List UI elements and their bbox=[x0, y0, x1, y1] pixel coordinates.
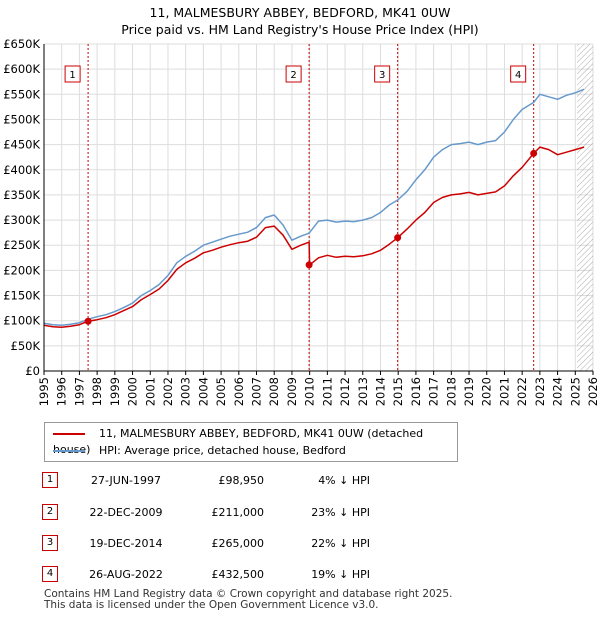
y-tick-label: £600K bbox=[3, 62, 40, 76]
x-tick-label: 2014 bbox=[373, 377, 387, 406]
y-tick-label: £150K bbox=[3, 289, 40, 303]
y-tick-label: £200K bbox=[3, 263, 40, 277]
legend: 11, MALMESBURY ABBEY, BEDFORD, MK41 0UW … bbox=[44, 422, 458, 462]
x-tick-label: 2025 bbox=[568, 377, 582, 406]
price-chart: £0 £50K £100K £150K £200K £250K £300K £350K £400… bbox=[3, 37, 600, 406]
x-tick-label: 2000 bbox=[126, 377, 140, 406]
footer-copyright: Contains HM Land Registry data © Crown c… bbox=[44, 588, 453, 600]
sale-price: £211,000 bbox=[211, 506, 265, 519]
sale-row: 3 19-DEC-2014 £265,000 22% ↓ HPI bbox=[42, 533, 442, 553]
sale-date: 26-AUG-2022 bbox=[89, 568, 163, 581]
y-tick-label: £500K bbox=[3, 112, 40, 126]
y-tick-label: £250K bbox=[3, 238, 40, 252]
x-tick-label: 2018 bbox=[444, 377, 458, 406]
sale-point bbox=[530, 149, 538, 157]
x-tick-label: 2013 bbox=[356, 377, 370, 406]
x-tick-label: 2006 bbox=[232, 377, 246, 406]
x-tick-label: 2003 bbox=[179, 377, 193, 406]
sale-number-badge: 3 bbox=[42, 535, 58, 551]
x-tick-label: 1998 bbox=[90, 377, 104, 406]
x-tick-label: 2008 bbox=[267, 377, 281, 406]
x-tick-label: 2015 bbox=[391, 377, 405, 406]
x-tick-label: 2024 bbox=[551, 377, 565, 406]
legend-swatch-hpi bbox=[53, 450, 85, 452]
sale-row: 1 27-JUN-1997 £98,950 4% ↓ HPI bbox=[42, 470, 442, 490]
legend-label-hpi: HPI: Average price, detached house, Bedf… bbox=[99, 444, 346, 457]
x-tick-label: 2007 bbox=[250, 377, 264, 406]
sale-number-badge: 4 bbox=[42, 566, 58, 582]
sale-number-box bbox=[374, 65, 391, 83]
x-tick-label: 2022 bbox=[515, 377, 529, 406]
x-tick-label: 2023 bbox=[533, 377, 547, 406]
x-tick-label: 2010 bbox=[303, 377, 317, 406]
x-tick-label: 1999 bbox=[108, 377, 122, 406]
x-tick-label: 2021 bbox=[497, 377, 511, 406]
sale-hpi-diff: 23% ↓ HPI bbox=[311, 506, 370, 519]
x-tick-label: 2002 bbox=[161, 377, 175, 406]
x-tick-label: 2009 bbox=[285, 377, 299, 406]
x-tick-label: 2016 bbox=[409, 377, 423, 406]
sale-hpi-diff: 22% ↓ HPI bbox=[311, 537, 370, 550]
sale-number-label: 4 bbox=[515, 70, 521, 81]
projected-region bbox=[577, 44, 593, 371]
sale-price: £265,000 bbox=[211, 537, 265, 550]
sale-date: 22-DEC-2009 bbox=[89, 506, 163, 519]
x-tick-label: 2020 bbox=[480, 377, 494, 406]
legend-item-hpi: HPI: Average price, detached house, Bedf… bbox=[53, 443, 346, 459]
plot-area bbox=[44, 44, 593, 371]
y-tick-label: £100K bbox=[3, 314, 40, 328]
sale-number-badge: 1 bbox=[42, 472, 58, 488]
y-tick-label: £550K bbox=[3, 87, 40, 101]
sale-row: 2 22-DEC-2009 £211,000 23% ↓ HPI bbox=[42, 502, 442, 522]
sale-date: 19-DEC-2014 bbox=[89, 537, 163, 550]
x-tick-label: 1995 bbox=[37, 377, 51, 406]
title-line-1: 11, MALMESBURY ABBEY, BEDFORD, MK41 0UW bbox=[149, 5, 451, 20]
x-tick-label: 2026 bbox=[586, 377, 600, 406]
x-tick-label: 1996 bbox=[55, 377, 69, 406]
sale-point bbox=[305, 261, 313, 269]
sale-number-label: 2 bbox=[290, 70, 296, 81]
sale-row: 4 26-AUG-2022 £432,500 19% ↓ HPI bbox=[42, 564, 442, 584]
legend-swatch-property bbox=[53, 433, 85, 435]
y-tick-label: £650K bbox=[3, 37, 40, 51]
y-tick-label: £350K bbox=[3, 188, 40, 202]
x-tick-label: 2005 bbox=[214, 377, 228, 406]
sale-price: £98,950 bbox=[218, 474, 265, 487]
y-tick-label: £50K bbox=[11, 339, 41, 353]
x-tick-label: 1997 bbox=[72, 377, 86, 406]
sale-hpi-diff: 4% ↓ HPI bbox=[318, 474, 370, 487]
y-tick-label: £0 bbox=[25, 364, 40, 378]
footer-licence: This data is licensed under the Open Gov… bbox=[44, 599, 379, 611]
legend-label-property: 11, MALMESBURY ABBEY, BEDFORD, MK41 0UW … bbox=[53, 427, 424, 456]
x-tick-label: 2012 bbox=[338, 377, 352, 406]
sale-hpi-diff: 19% ↓ HPI bbox=[311, 568, 370, 581]
sale-number-box bbox=[510, 65, 527, 83]
sale-point bbox=[84, 317, 92, 325]
legend-item-property: 11, MALMESBURY ABBEY, BEDFORD, MK41 0UW … bbox=[53, 426, 457, 456]
title-line-2: Price paid vs. HM Land Registry's House … bbox=[121, 22, 479, 37]
x-tick-label: 2019 bbox=[462, 377, 476, 406]
y-tick-label: £400K bbox=[3, 163, 40, 177]
sale-date: 27-JUN-1997 bbox=[90, 474, 162, 487]
sale-number-badge: 2 bbox=[42, 504, 58, 520]
series-line-hpi bbox=[43, 88, 585, 326]
x-tick-label: 2011 bbox=[320, 377, 334, 406]
sale-number-box bbox=[64, 65, 81, 83]
sale-number-box bbox=[285, 65, 302, 83]
sale-point bbox=[394, 234, 402, 242]
chart-title: 11, MALMESBURY ABBEY, BEDFORD, MK41 0UW … bbox=[0, 4, 600, 38]
sale-price: £432,500 bbox=[211, 568, 265, 581]
x-tick-label: 2001 bbox=[143, 377, 157, 406]
footer: Contains HM Land Registry data © Crown c… bbox=[44, 589, 452, 611]
sale-number-label: 1 bbox=[69, 70, 75, 81]
y-tick-label: £450K bbox=[3, 138, 40, 152]
y-tick-label: £300K bbox=[3, 213, 40, 227]
x-tick-label: 2004 bbox=[196, 377, 210, 406]
sale-number-label: 3 bbox=[379, 70, 385, 81]
x-tick-label: 2017 bbox=[427, 377, 441, 406]
